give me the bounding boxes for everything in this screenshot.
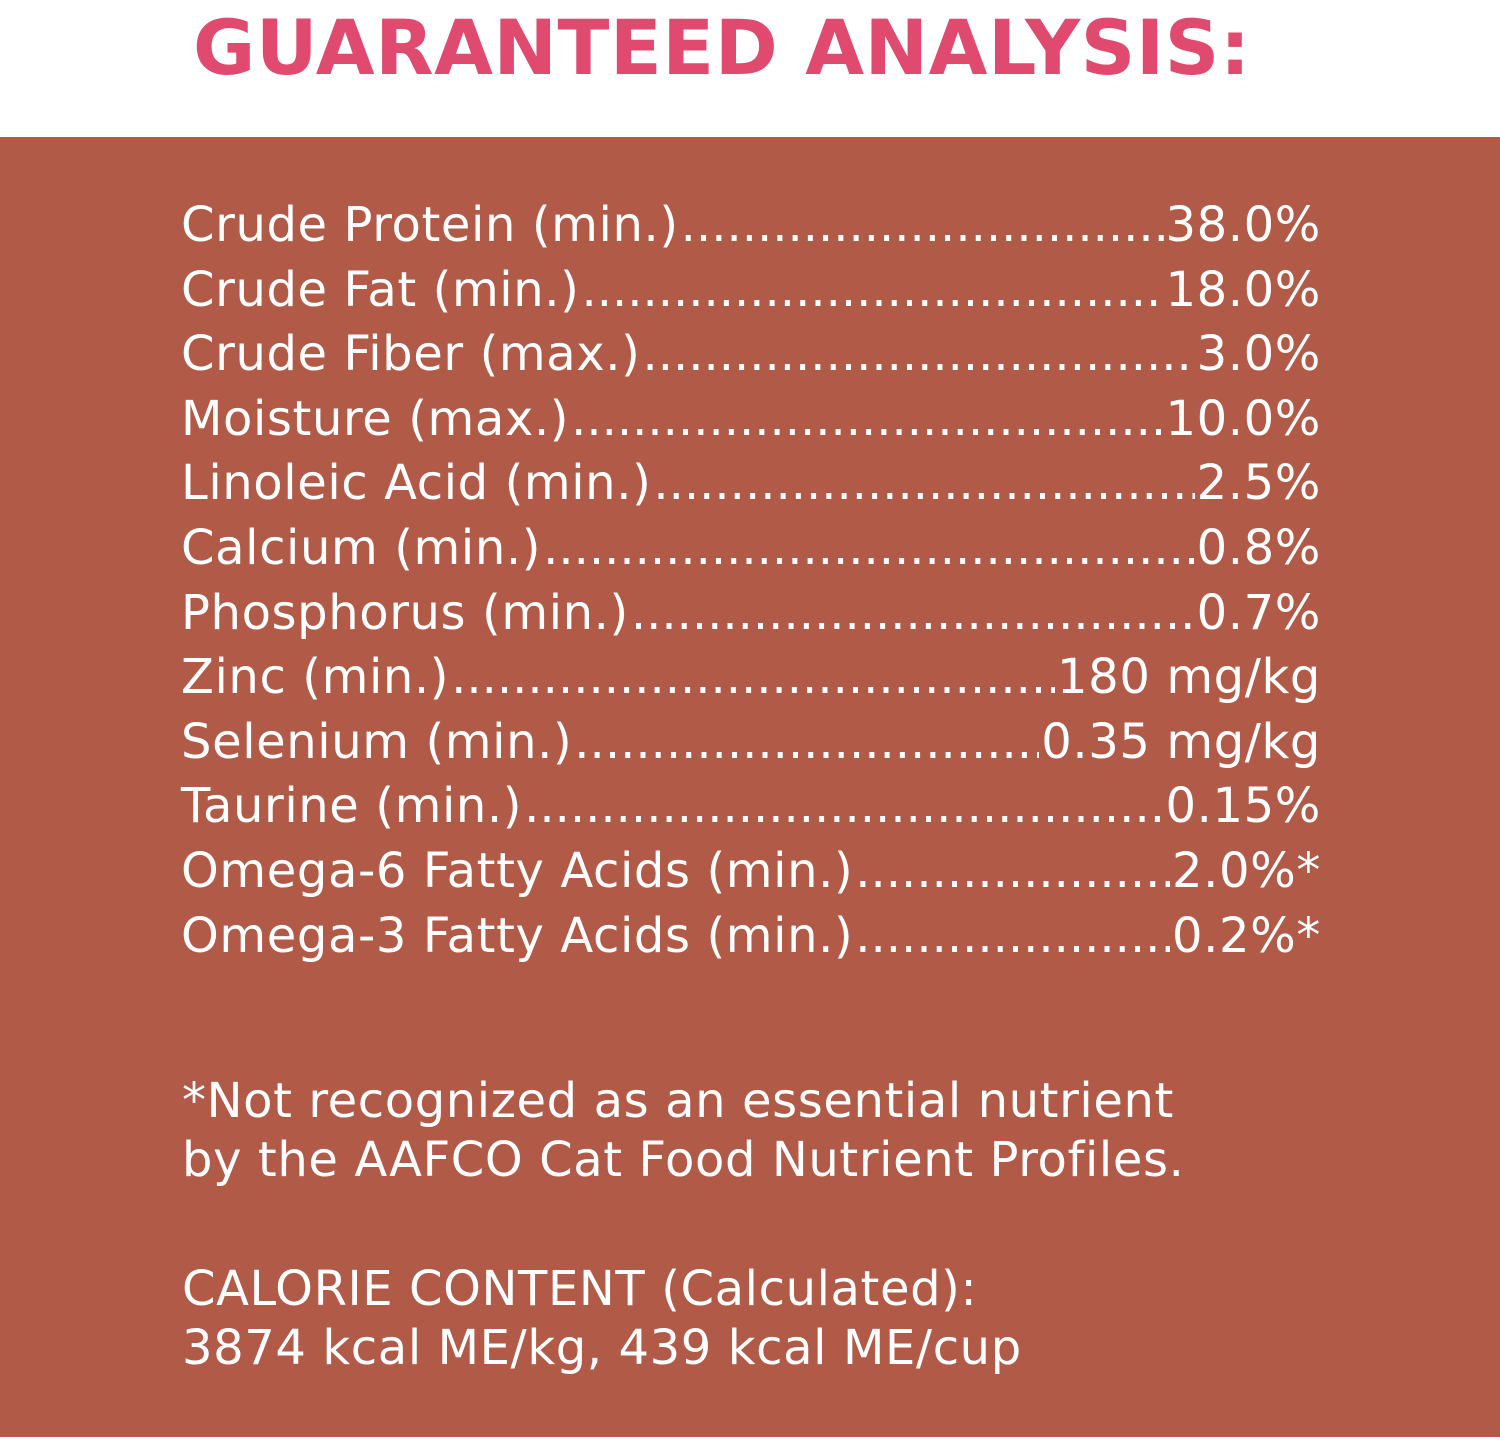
nutrient-label: Omega-3 Fatty Acids (min.) (181, 907, 854, 964)
nutrient-value: 10.0% (1165, 390, 1321, 447)
nutrient-label: Taurine (min.) (181, 778, 523, 835)
analysis-row-omega-6: Omega-6 Fatty Acids (min.) 2.0%* (181, 839, 1321, 904)
page-title: GUARANTEED ANALYSIS: (193, 3, 1251, 92)
nutrient-value: 3.0% (1196, 326, 1321, 383)
nutrient-label: Crude Protein (min.) (181, 197, 679, 253)
nutrient-value: 0.15% (1165, 778, 1321, 835)
nutrient-label: Zinc (min.) (181, 649, 450, 706)
nutrient-value: 38.0% (1165, 197, 1321, 253)
calorie-heading: CALORIE CONTENT (Calculated): (182, 1261, 978, 1317)
nutrient-label: Calcium (min.) (181, 519, 542, 576)
nutrient-label: Crude Fiber (max.) (181, 326, 641, 383)
nutrient-value: 18.0% (1165, 261, 1321, 318)
analysis-list: Crude Protein (min.) 38.0% Crude Fat (mi… (181, 193, 1321, 968)
nutrient-label: Phosphorus (min.) (181, 584, 629, 641)
analysis-row-taurine: Taurine (min.) 0.15% (181, 774, 1321, 839)
leader-dots (543, 516, 1195, 580)
nutrient-label: Crude Fat (min.) (181, 261, 580, 318)
nutrient-label: Selenium (min.) (181, 713, 573, 770)
leader-dots (855, 839, 1170, 903)
analysis-row-crude-fiber: Crude Fiber (max.) 3.0% (181, 322, 1321, 387)
analysis-row-selenium: Selenium (min.) 0.35 mg/kg (181, 710, 1321, 775)
leader-dots (681, 193, 1164, 257)
leader-dots (571, 387, 1163, 451)
analysis-panel: Crude Protein (min.) 38.0% Crude Fat (mi… (0, 137, 1500, 1437)
calorie-values: 3874 kcal ME/kg, 439 kcal ME/cup (182, 1320, 1022, 1376)
nutrient-value: 2.5% (1196, 455, 1321, 512)
nutrient-label: Moisture (max.) (181, 390, 570, 447)
calorie-content: CALORIE CONTENT (Calculated): 3874 kcal … (182, 1260, 1382, 1378)
nutrient-value: 0.35 mg/kg (1041, 713, 1321, 770)
header: GUARANTEED ANALYSIS: (0, 0, 1500, 137)
leader-dots (451, 645, 1055, 709)
footnote: *Not recognized as an essential nutrient… (182, 1072, 1382, 1190)
nutrient-label: Linoleic Acid (min.) (181, 455, 652, 512)
leader-dots (574, 710, 1039, 774)
leader-dots (581, 258, 1163, 322)
analysis-row-phosphorus: Phosphorus (min.) 0.7% (181, 581, 1321, 646)
analysis-row-zinc: Zinc (min.) 180 mg/kg (181, 645, 1321, 710)
analysis-row-crude-fat: Crude Fat (min.) 18.0% (181, 258, 1321, 323)
nutrient-label: Omega-6 Fatty Acids (min.) (181, 842, 854, 899)
nutrient-value: 2.0%* (1172, 842, 1321, 899)
leader-dots (631, 581, 1195, 645)
leader-dots (642, 322, 1194, 386)
analysis-row-crude-protein: Crude Protein (min.) 38.0% (181, 193, 1321, 258)
nutrient-value: 180 mg/kg (1057, 649, 1321, 706)
leader-dots (524, 774, 1163, 838)
leader-dots (653, 451, 1194, 515)
analysis-row-linoleic-acid: Linoleic Acid (min.) 2.5% (181, 451, 1321, 516)
nutrient-value: 0.2%* (1172, 907, 1321, 964)
analysis-row-moisture: Moisture (max.) 10.0% (181, 387, 1321, 452)
analysis-row-calcium: Calcium (min.) 0.8% (181, 516, 1321, 581)
nutrient-value: 0.7% (1196, 584, 1321, 641)
footnote-line-1: *Not recognized as an essential nutrient (182, 1073, 1174, 1129)
footnote-line-2: by the AAFCO Cat Food Nutrient Profiles. (182, 1132, 1185, 1188)
leader-dots (855, 904, 1170, 968)
analysis-row-omega-3: Omega-3 Fatty Acids (min.) 0.2%* (181, 904, 1321, 969)
nutrient-value: 0.8% (1196, 519, 1321, 576)
